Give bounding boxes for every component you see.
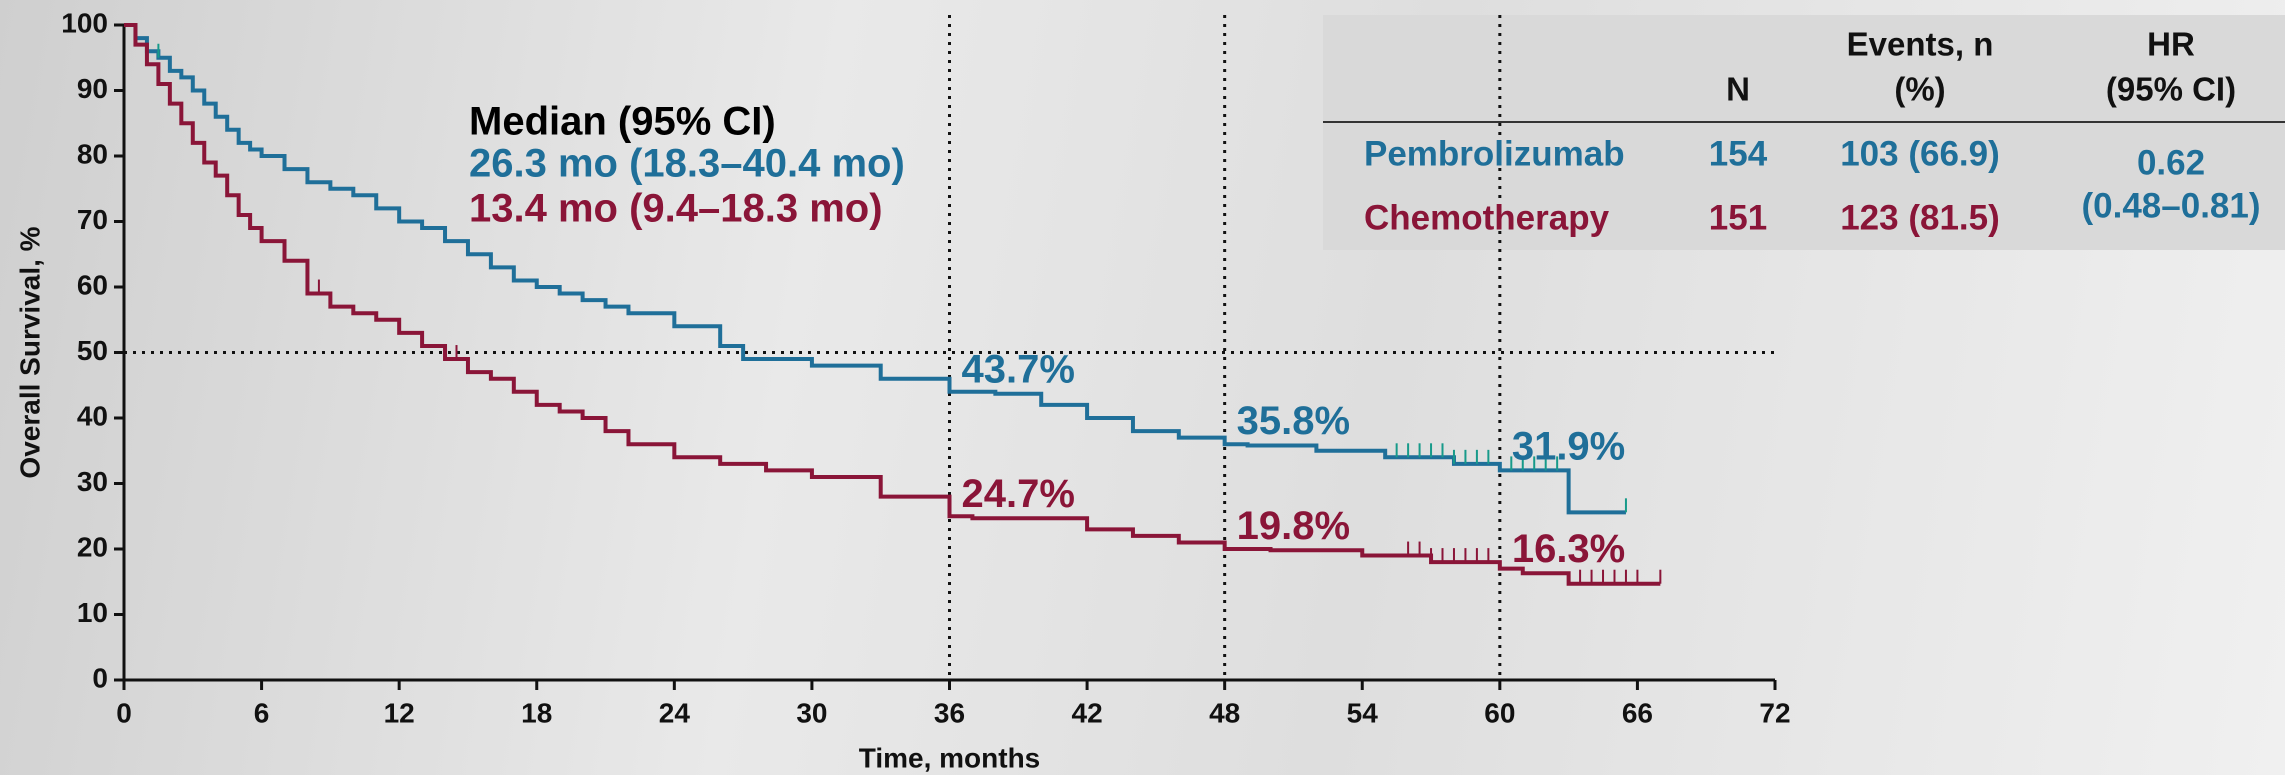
table-header: Events, n [1847,26,1994,63]
y-tick-label: 80 [77,138,108,169]
y-tick-label: 20 [77,531,108,562]
landmark-label: 16.3% [1512,527,1625,571]
y-tick-label: 10 [77,597,108,628]
table-hr: 0.62 [2137,143,2205,182]
landmark-label: 43.7% [962,347,1075,391]
table-header: N [1726,71,1750,108]
median-title: Median (95% CI) [469,100,776,144]
y-tick-label: 70 [77,204,108,235]
table-cell: 151 [1709,198,1767,237]
survival-curve [124,23,1626,515]
x-tick-label: 72 [1759,697,1790,728]
table-header: HR [2147,26,2195,63]
y-tick-label: 50 [77,335,108,366]
y-tick-label: 30 [77,466,108,497]
x-axis-label: Time, months [859,742,1041,773]
table-cell: 103 (66.9) [1840,134,2000,173]
table-cell: 154 [1709,134,1768,173]
table-header: (95% CI) [2106,71,2236,108]
x-tick-label: 30 [796,697,827,728]
table-header: (%) [1894,71,1945,108]
table-background [1323,15,2285,250]
landmark-label: 31.9% [1512,425,1625,469]
y-tick-label: 90 [77,73,108,104]
y-tick-label: 0 [92,662,108,693]
median-label: 26.3 mo (18.3–40.4 mo) [469,142,905,186]
y-axis-label: Overall Survival, % [14,226,45,478]
table-hr: (0.48–0.81) [2081,186,2260,225]
table-cell: Pembrolizumab [1364,134,1625,173]
x-tick-label: 6 [254,697,270,728]
y-tick-label: 60 [77,269,108,300]
landmark-label: 24.7% [962,472,1075,516]
x-tick-label: 24 [659,697,691,728]
x-tick-label: 54 [1347,697,1379,728]
survival-curve [124,23,1661,586]
x-tick-label: 36 [934,697,965,728]
landmark-label: 35.8% [1237,399,1350,443]
x-tick-label: 0 [116,697,132,728]
x-tick-label: 60 [1484,697,1515,728]
x-tick-label: 66 [1622,697,1653,728]
x-tick-label: 18 [521,697,552,728]
x-tick-label: 12 [384,697,415,728]
x-tick-label: 48 [1209,697,1240,728]
table-cell: Chemotherapy [1364,198,1610,237]
landmark-label: 19.8% [1237,504,1350,548]
median-label: 13.4 mo (9.4–18.3 mo) [469,187,883,231]
x-tick-label: 42 [1072,697,1103,728]
y-tick-label: 100 [61,7,108,38]
table-cell: 123 (81.5) [1840,198,2000,237]
y-tick-label: 40 [77,400,108,431]
